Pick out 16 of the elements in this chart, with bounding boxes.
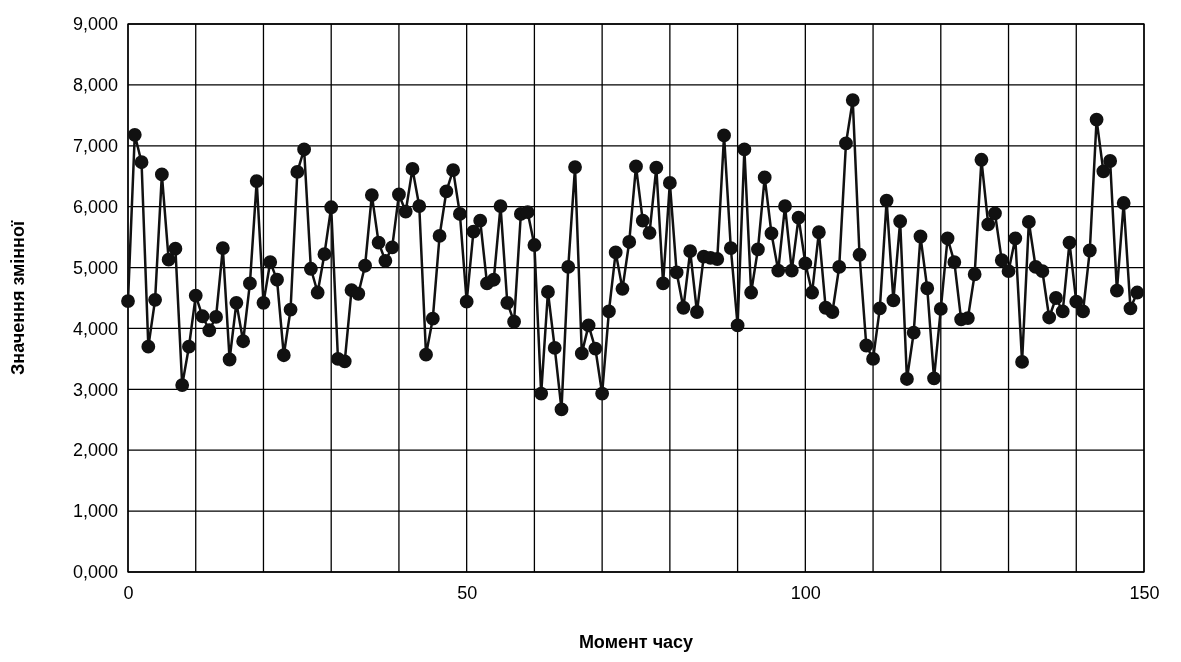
y-tick-label: 1,000 [72, 501, 118, 522]
y-tick-label: 0,000 [72, 562, 118, 583]
y-tick-label: 4,000 [72, 318, 118, 339]
x-tick-label: 100 [790, 582, 821, 603]
x-axis-title: Момент часу [578, 632, 694, 652]
y-tick-label: 9,000 [72, 14, 118, 35]
y-tick-label: 8,000 [72, 75, 118, 96]
y-tick-label: 5,000 [72, 257, 118, 278]
y-axis-title: Значення змінної [8, 220, 28, 376]
y-tick-label: 3,000 [72, 379, 118, 400]
x-tick-label: 50 [457, 582, 478, 603]
y-tick-label: 2,000 [72, 440, 118, 461]
y-tick-label: 6,000 [72, 196, 118, 217]
x-tick-label: 150 [1129, 582, 1160, 603]
y-tick-label: 7,000 [72, 136, 118, 157]
x-tick-label: 0 [123, 582, 134, 603]
